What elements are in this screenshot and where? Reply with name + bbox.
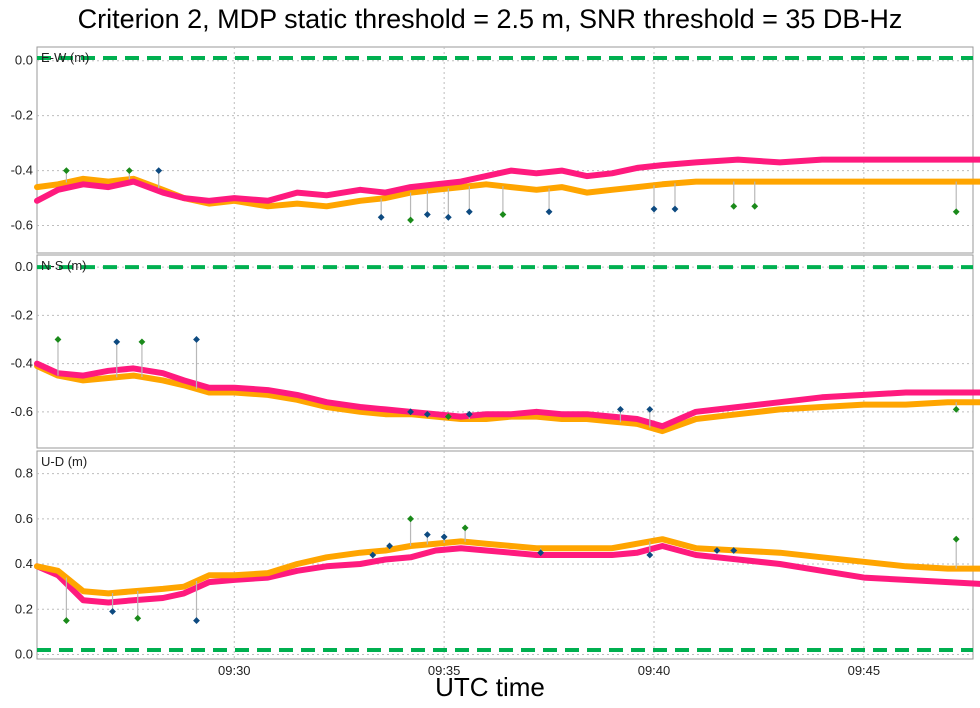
y-tick-label: 0.0	[15, 646, 33, 661]
panel-label-n-s: N-S (m)	[41, 258, 87, 273]
outlier-point	[134, 614, 142, 622]
outlier-point	[386, 542, 393, 550]
outlier-point	[369, 551, 377, 559]
series-line-orange	[34, 363, 980, 435]
series-line-orange	[34, 536, 980, 597]
outlier-point	[952, 535, 960, 543]
outlier-point	[109, 608, 116, 615]
y-tick-label: -0.6	[11, 218, 33, 233]
outlier-point	[545, 208, 553, 216]
outlier-point	[461, 524, 469, 532]
outlier-point	[444, 213, 452, 221]
outlier-point	[440, 533, 448, 541]
outlier-point	[423, 410, 431, 418]
outlier-point	[751, 202, 759, 210]
panel-label-u-d: U-D (m)	[41, 454, 87, 469]
y-tick-label: -0.2	[11, 108, 33, 123]
y-tick-label: 0.2	[15, 601, 33, 616]
series-line-magenta	[34, 156, 980, 204]
outlier-point	[193, 617, 200, 624]
x-tick-label: 09:35	[428, 663, 461, 678]
x-axis-label: UTC time	[435, 672, 545, 702]
x-tick-label: 09:40	[638, 663, 671, 678]
y-tick-label: -0.6	[11, 404, 33, 419]
y-tick-label: -0.2	[11, 307, 33, 322]
outlier-point	[62, 167, 70, 174]
outlier-point	[62, 617, 70, 624]
outlier-point	[646, 406, 654, 413]
panel-label-e-w: E-W (m)	[41, 50, 89, 65]
outlier-point	[444, 413, 452, 421]
series-line-magenta	[34, 543, 980, 606]
outlier-point	[377, 213, 385, 221]
panel-frame-e-w	[36, 46, 974, 254]
outlier-point	[113, 338, 121, 346]
outlier-point	[713, 547, 721, 554]
series-line-orange	[34, 175, 980, 210]
outlier-point	[407, 216, 414, 224]
outlier-point	[54, 336, 62, 343]
x-tick-label: 09:30	[218, 663, 251, 678]
outlier-point	[537, 549, 545, 557]
series-line-magenta	[34, 360, 980, 430]
outlier-point	[155, 167, 163, 174]
outlier-point	[650, 205, 658, 213]
y-tick-label: 0.0	[15, 259, 33, 274]
outlier-point	[193, 336, 200, 343]
y-tick-label: 0.0	[15, 53, 33, 68]
outlier-point	[952, 406, 960, 413]
outlier-point	[499, 211, 507, 218]
outlier-point	[423, 531, 431, 539]
x-tick-label: 09:45	[848, 663, 881, 678]
outlier-point	[423, 211, 431, 218]
y-tick-label: -0.4	[11, 163, 33, 178]
y-tick-label: 0.4	[15, 556, 33, 571]
outlier-point	[730, 547, 738, 554]
outlier-point	[730, 202, 738, 210]
outlier-point	[646, 551, 654, 559]
y-tick-label: 0.8	[15, 466, 33, 481]
outlier-point	[465, 208, 473, 216]
outlier-point	[407, 408, 414, 416]
y-tick-label: 0.6	[15, 511, 33, 526]
outlier-point	[671, 205, 679, 213]
outlier-point	[407, 515, 414, 523]
outlier-point	[465, 410, 473, 418]
chart-title: Criterion 2, MDP static threshold = 2.5 …	[77, 4, 903, 34]
outlier-point	[138, 338, 146, 346]
outlier-point	[617, 406, 624, 413]
y-tick-label: -0.4	[11, 356, 33, 371]
outlier-point	[125, 167, 133, 174]
outlier-point	[952, 208, 960, 216]
